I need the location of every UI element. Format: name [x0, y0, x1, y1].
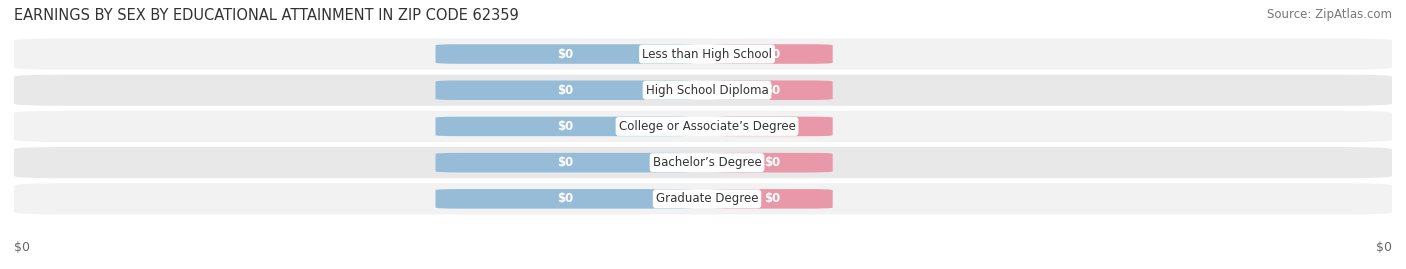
- Text: Graduate Degree: Graduate Degree: [655, 192, 758, 205]
- FancyBboxPatch shape: [711, 44, 832, 64]
- Text: $0: $0: [557, 84, 574, 97]
- Text: $0: $0: [557, 48, 574, 61]
- FancyBboxPatch shape: [14, 183, 1392, 214]
- Text: $0: $0: [1376, 241, 1392, 254]
- Text: $0: $0: [763, 192, 780, 205]
- FancyBboxPatch shape: [14, 111, 1392, 142]
- FancyBboxPatch shape: [711, 153, 832, 172]
- FancyBboxPatch shape: [711, 117, 832, 136]
- FancyBboxPatch shape: [711, 189, 832, 209]
- FancyBboxPatch shape: [436, 80, 695, 100]
- Text: Less than High School: Less than High School: [643, 48, 772, 61]
- FancyBboxPatch shape: [711, 80, 832, 100]
- Text: $0: $0: [14, 241, 30, 254]
- FancyBboxPatch shape: [436, 117, 695, 136]
- Text: $0: $0: [763, 156, 780, 169]
- Text: $0: $0: [557, 156, 574, 169]
- FancyBboxPatch shape: [436, 189, 695, 209]
- FancyBboxPatch shape: [14, 147, 1392, 178]
- Text: EARNINGS BY SEX BY EDUCATIONAL ATTAINMENT IN ZIP CODE 62359: EARNINGS BY SEX BY EDUCATIONAL ATTAINMEN…: [14, 8, 519, 23]
- Text: High School Diploma: High School Diploma: [645, 84, 769, 97]
- FancyBboxPatch shape: [436, 153, 695, 172]
- Text: $0: $0: [557, 120, 574, 133]
- Text: $0: $0: [763, 84, 780, 97]
- Text: $0: $0: [763, 120, 780, 133]
- FancyBboxPatch shape: [14, 75, 1392, 106]
- Text: Bachelor’s Degree: Bachelor’s Degree: [652, 156, 762, 169]
- FancyBboxPatch shape: [14, 38, 1392, 70]
- Text: College or Associate’s Degree: College or Associate’s Degree: [619, 120, 796, 133]
- Text: Source: ZipAtlas.com: Source: ZipAtlas.com: [1267, 8, 1392, 21]
- Text: $0: $0: [557, 192, 574, 205]
- Text: $0: $0: [763, 48, 780, 61]
- FancyBboxPatch shape: [436, 44, 695, 64]
